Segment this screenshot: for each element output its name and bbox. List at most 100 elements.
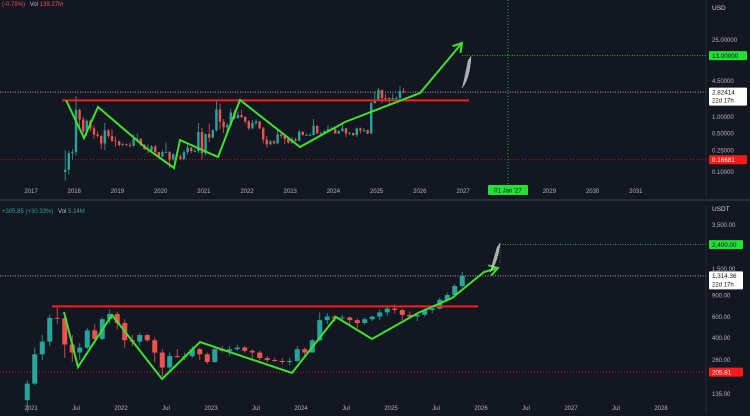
price-badge-bg: [709, 87, 747, 106]
candle-body: [189, 349, 195, 357]
candle: [391, 93, 394, 100]
candle-body: [47, 317, 53, 342]
candle: [172, 153, 175, 161]
top-header: (-0.79%) Vol 139.27M: [2, 2, 63, 8]
candle-body: [186, 147, 189, 153]
candle-body: [294, 349, 300, 361]
candle-body: [384, 308, 390, 313]
price-badge-current: 1,314.36 22d 17h: [709, 271, 743, 290]
candle-body: [150, 146, 153, 151]
candle-body: [377, 312, 383, 317]
candle: [186, 144, 189, 155]
candle-body: [182, 152, 186, 160]
price-badge-sublabel: 22d 17h: [712, 99, 734, 105]
bottom-header: +305.85 (+30.33%) Vol 5.14M: [2, 209, 85, 215]
candle-body: [67, 153, 70, 170]
candle-body: [298, 131, 301, 141]
candle-body: [39, 341, 45, 355]
y-tick-label: 25.00000: [712, 38, 738, 44]
candle: [257, 350, 263, 360]
candle-body: [242, 347, 248, 351]
candle-body: [62, 318, 68, 345]
candle-body: [347, 317, 353, 321]
candle-body: [179, 156, 182, 160]
bottom-change: +305.85 (+30.33%): [2, 209, 54, 215]
top-change: (-0.79%): [2, 2, 26, 8]
candle-body: [54, 317, 60, 319]
candle: [167, 352, 173, 370]
candle: [312, 118, 315, 136]
candle: [152, 337, 158, 363]
candle-body: [301, 131, 304, 136]
candle: [272, 140, 276, 145]
candle-body: [272, 359, 278, 361]
candle-body: [362, 129, 366, 131]
candle-body: [392, 308, 398, 311]
candle-body: [302, 349, 308, 353]
candle-body: [422, 310, 428, 315]
candle: [402, 88, 405, 94]
candle: [352, 132, 355, 137]
candle: [118, 140, 121, 147]
candle: [82, 116, 85, 134]
candle: [265, 136, 268, 148]
candle-body: [200, 132, 204, 154]
candle: [301, 131, 304, 136]
bottom-vol-value: 5.14M: [68, 209, 85, 215]
candle-body: [161, 152, 164, 157]
candle: [287, 358, 293, 366]
price-badge-bg: [709, 155, 747, 165]
candle-body: [110, 136, 114, 141]
candle-body: [312, 125, 315, 136]
candle-body: [354, 320, 360, 323]
candle-body: [247, 121, 250, 129]
candle: [254, 119, 258, 126]
candle: [193, 149, 196, 153]
candle: [234, 344, 240, 351]
candle-body: [326, 129, 330, 132]
candle: [154, 144, 157, 155]
price-badge-label: 205.81: [712, 369, 732, 376]
trend-path: [63, 267, 499, 381]
candle: [74, 96, 78, 156]
candle: [77, 343, 83, 360]
bottom-vol-label: Vol: [58, 209, 67, 215]
candle-body: [444, 294, 450, 300]
candle-body: [152, 340, 158, 353]
candle: [144, 333, 150, 342]
candle: [96, 131, 99, 138]
candle: [92, 323, 98, 342]
candle-body: [249, 350, 255, 353]
x-tick-label: Jul: [522, 406, 530, 412]
candle: [294, 346, 300, 363]
x-tick-label: 2025: [384, 406, 398, 412]
candle-body: [402, 91, 405, 93]
candle-body: [339, 317, 345, 319]
candle-body: [157, 152, 160, 157]
trend-path: [65, 42, 463, 170]
candle-body: [265, 139, 268, 145]
candle-body: [352, 133, 355, 136]
candle: [359, 127, 362, 134]
candle-body: [107, 130, 110, 137]
candle-body: [305, 135, 308, 136]
candle: [319, 131, 322, 135]
x-tick-label: 2028: [654, 406, 668, 412]
x-tick-label: 2018: [68, 189, 82, 195]
y-tick-label: 400.00: [712, 336, 731, 342]
price-badge-bg: [709, 240, 743, 250]
candle: [324, 313, 330, 324]
candle-body: [283, 136, 286, 139]
x-tick-label: 2020: [154, 189, 168, 195]
price-badge-sublabel: 22d 17h: [712, 282, 734, 288]
candle-body: [359, 128, 362, 131]
candle: [354, 318, 360, 329]
candle: [189, 346, 195, 359]
candle-body: [264, 358, 270, 360]
candle: [399, 308, 405, 321]
candle-body: [71, 152, 74, 154]
x-tick-label: Jul: [432, 406, 440, 412]
candle: [337, 129, 340, 135]
candle: [137, 332, 143, 346]
